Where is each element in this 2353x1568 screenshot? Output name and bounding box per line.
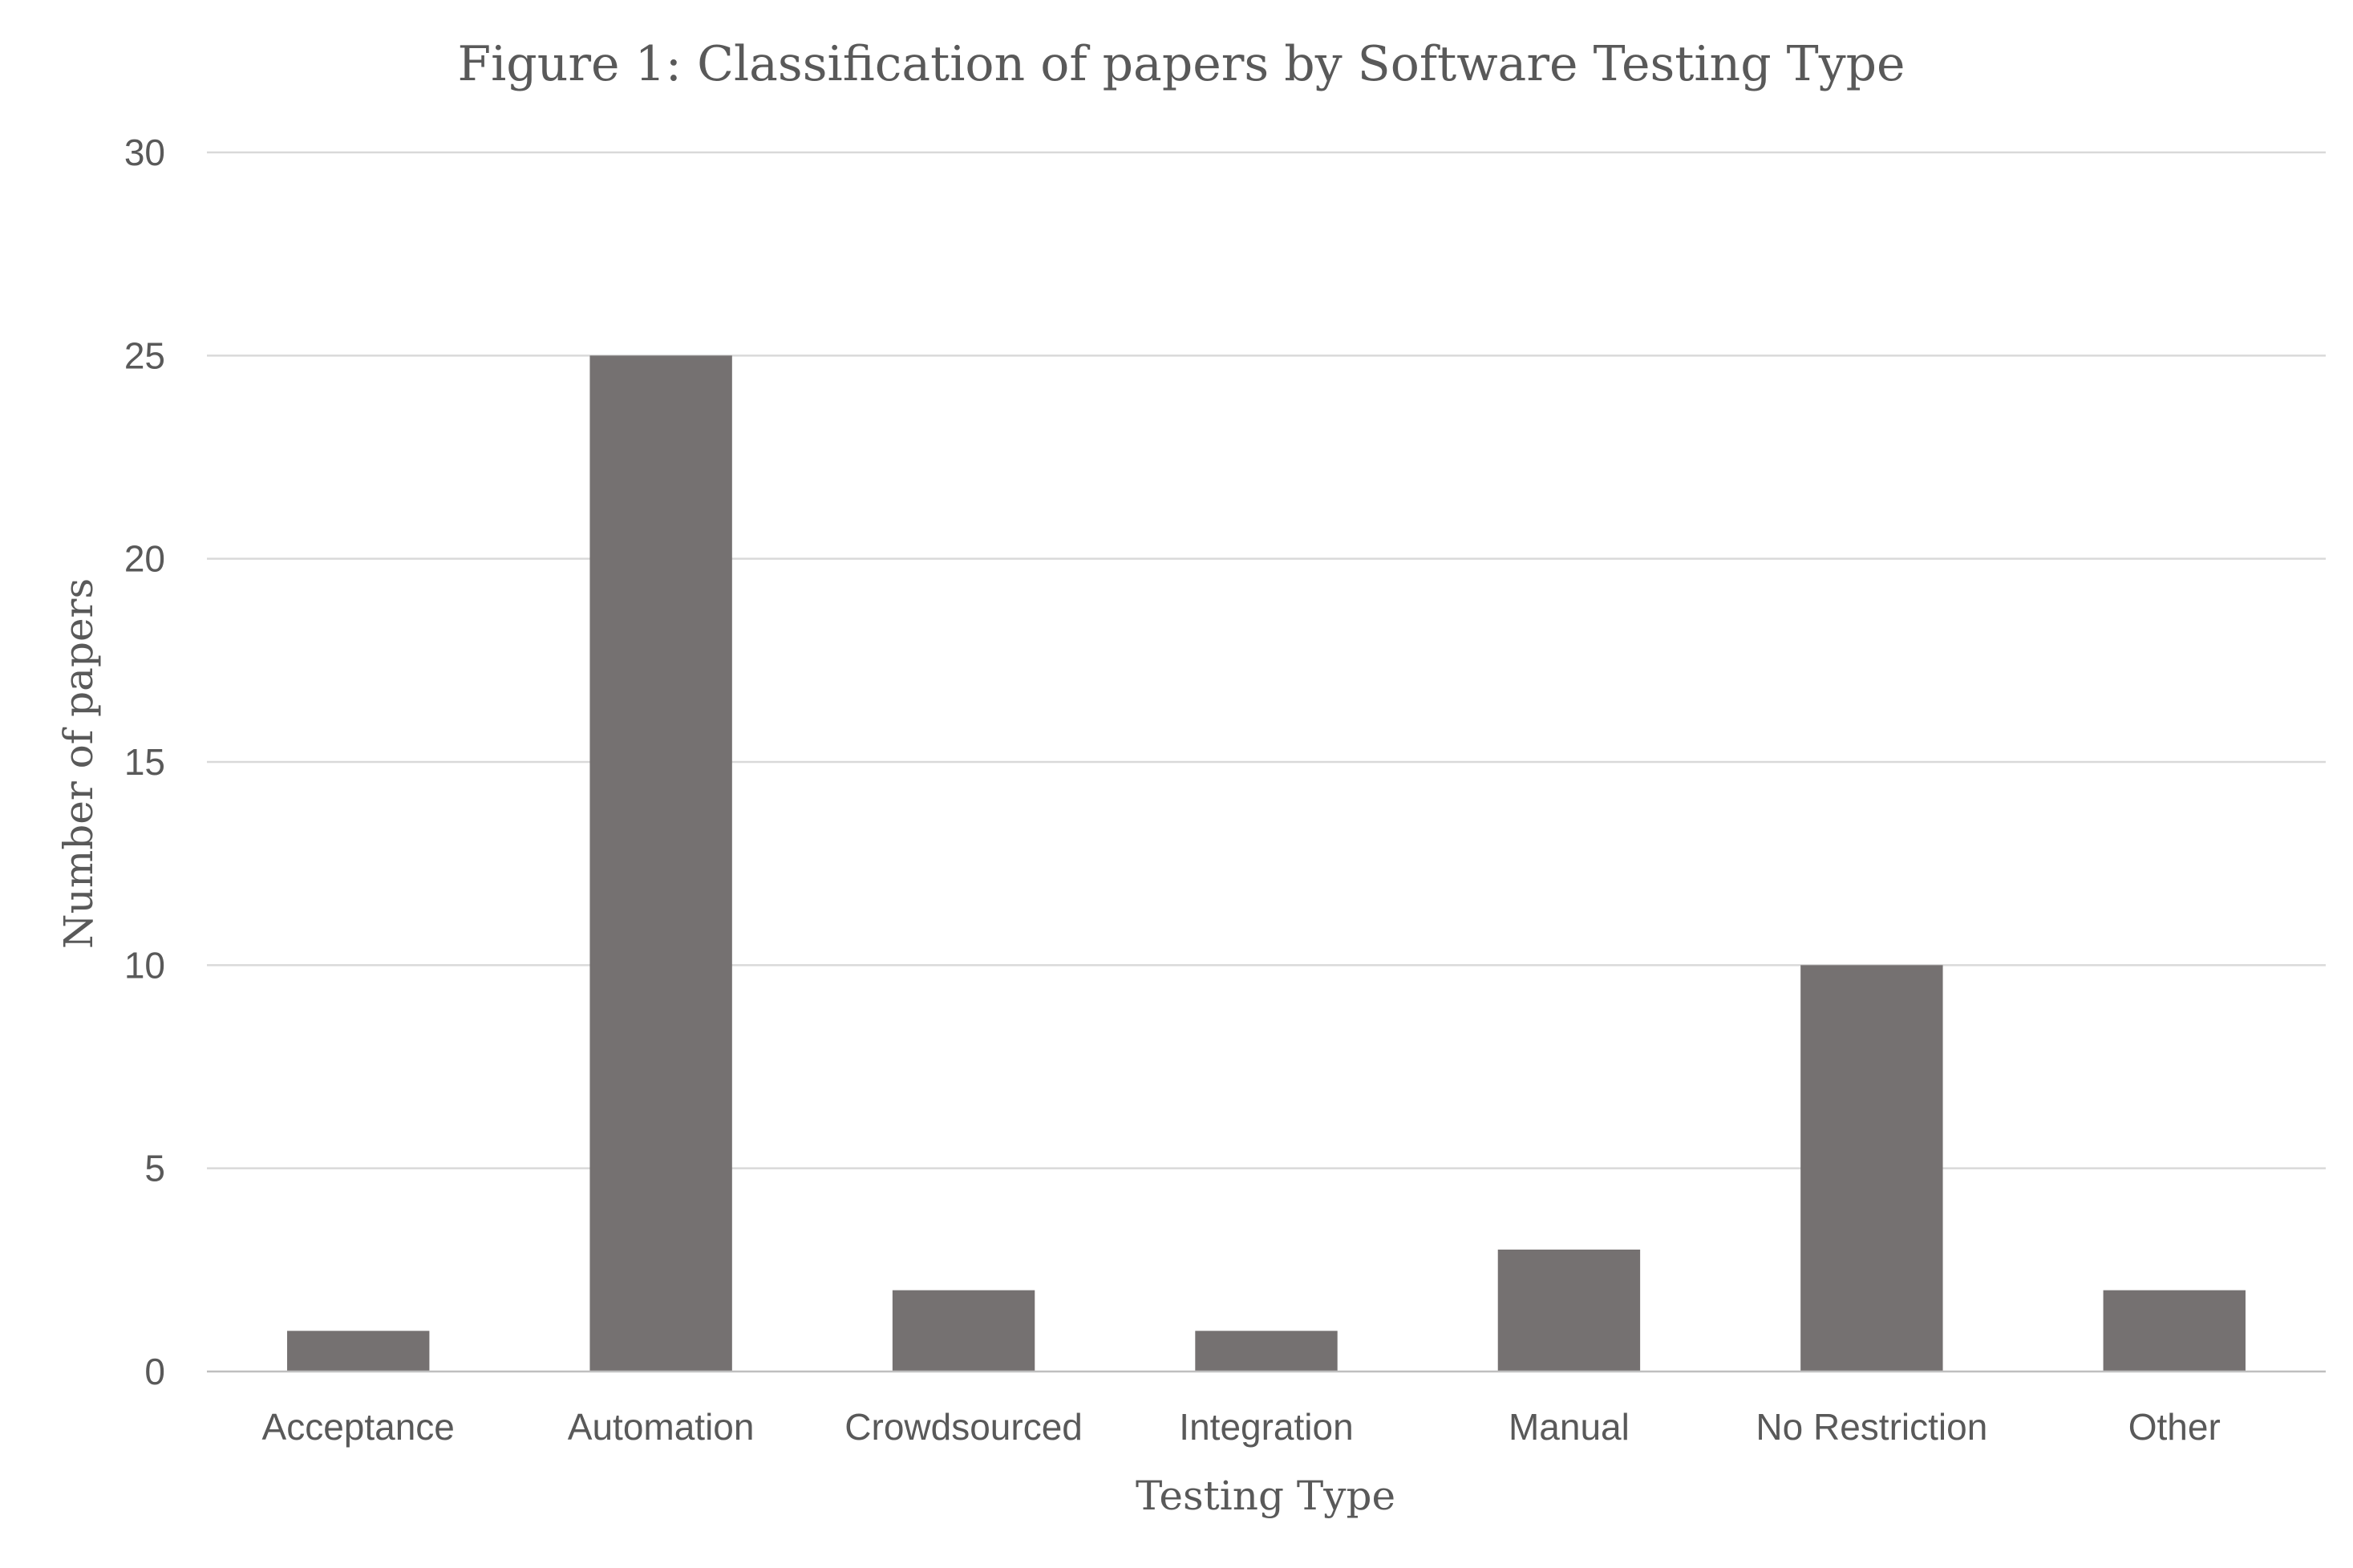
y-tick-label: 0 (144, 1351, 165, 1392)
x-tick-label: Integration (1179, 1406, 1353, 1448)
x-axis-ticks: Acceptance Automation Crowdsourced Integrat… (262, 1406, 2221, 1448)
y-tick-label: 10 (124, 944, 165, 986)
bar-5 (1800, 965, 1943, 1371)
y-tick-label: 5 (144, 1148, 165, 1189)
y-tick-label: 25 (124, 334, 165, 376)
chart-title: Figure 1: Classification of papers by So… (457, 36, 1905, 92)
x-axis-title: Testing Type (1136, 1473, 1395, 1519)
x-tick-label: No Restriction (1756, 1406, 1987, 1448)
bar-0 (287, 1331, 430, 1371)
x-tick-label: Automation (568, 1406, 755, 1448)
bar-3 (1195, 1331, 1338, 1371)
bar-6 (2103, 1290, 2246, 1371)
y-axis-ticks: 0 5 10 15 20 25 30 (124, 132, 165, 1392)
y-tick-label: 30 (124, 132, 165, 173)
x-tick-label: Crowdsourced (844, 1406, 1083, 1448)
gridlines (207, 151, 2326, 1169)
bar-2 (892, 1290, 1035, 1371)
x-tick-label: Other (2128, 1406, 2221, 1448)
bar-4 (1497, 1250, 1641, 1371)
x-tick-label: Acceptance (262, 1406, 455, 1448)
bars (287, 355, 2246, 1371)
bar-1 (589, 355, 732, 1371)
y-tick-label: 20 (124, 538, 165, 580)
y-tick-label: 15 (124, 741, 165, 783)
x-tick-label: Manual (1509, 1406, 1630, 1448)
y-axis-title: Number of papers (55, 578, 102, 949)
